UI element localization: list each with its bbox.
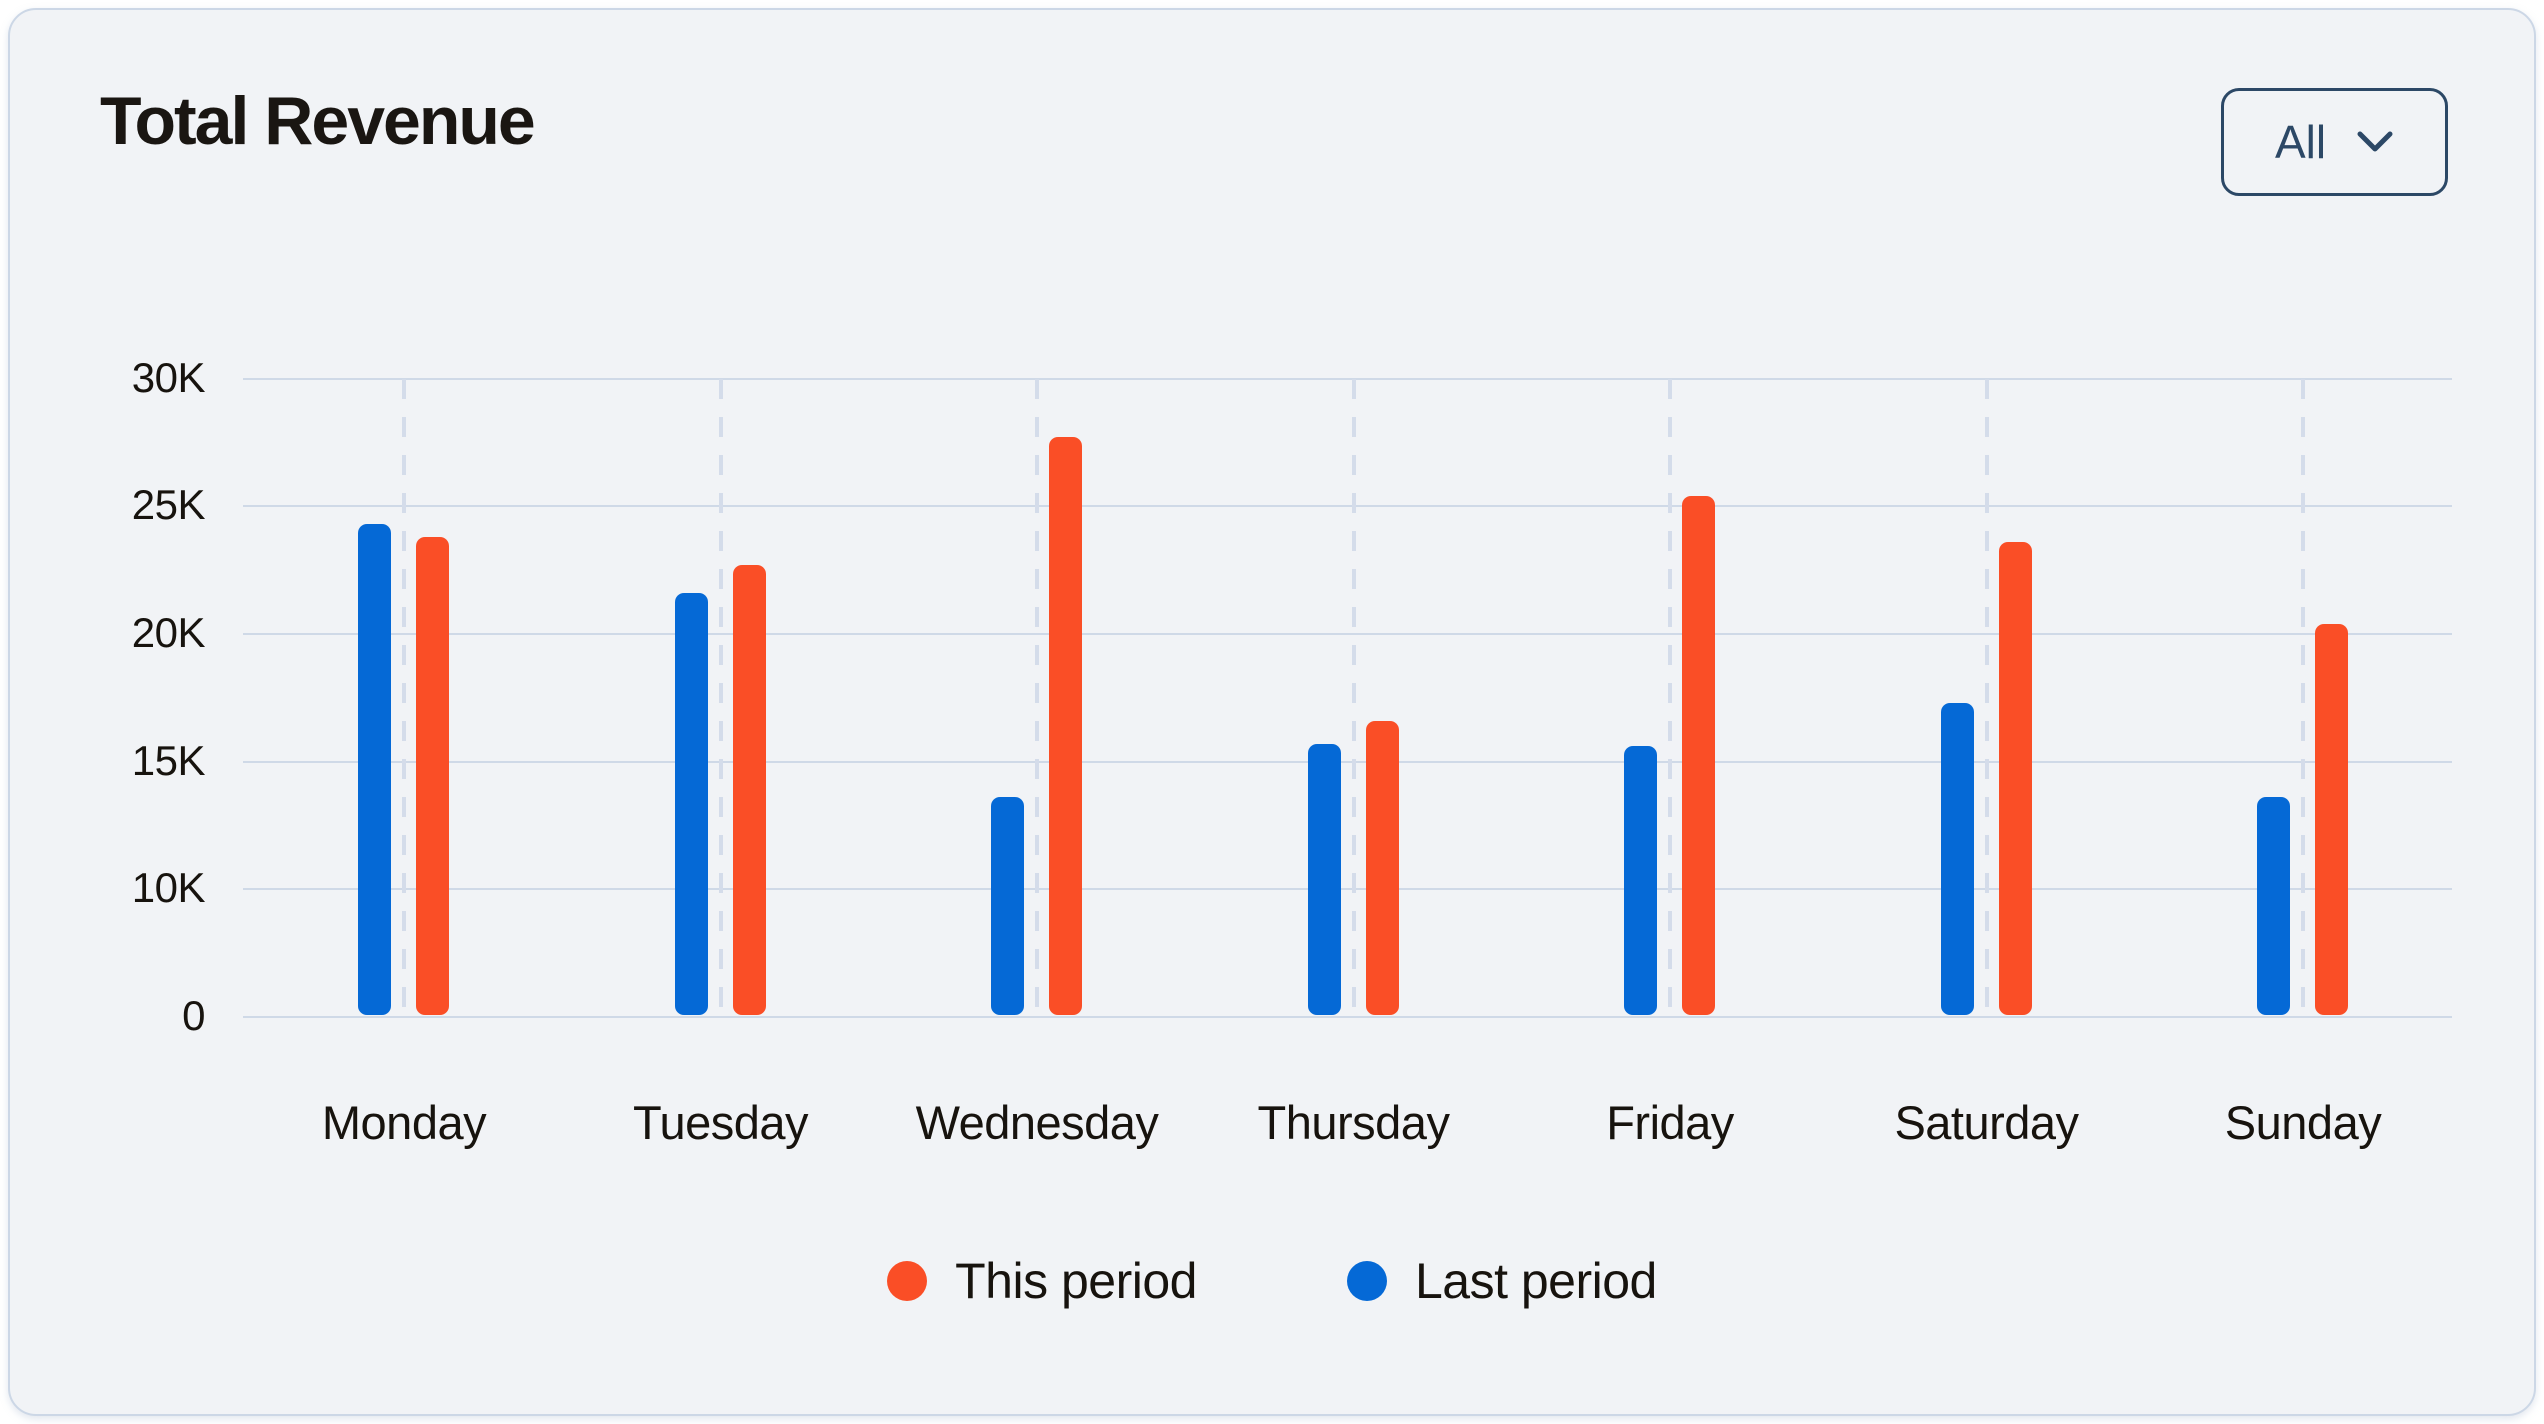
bar-this-period-friday[interactable] [1682,495,1715,1015]
category-dashed-gridline [1668,378,1672,1017]
bar-this-period-monday[interactable] [416,536,449,1015]
y-axis-tick-label: 0 [182,992,205,1039]
period-filter-value: All [2274,116,2327,168]
category-dashed-gridline [718,378,723,1017]
bar-last-period-thursday[interactable] [1307,743,1341,1015]
x-axis-label-thursday: Thursday [1257,1096,1450,1149]
category-dashed-gridline [1984,378,1989,1017]
legend-dot-last-period-icon [1346,1261,1387,1301]
bar-this-period-sunday[interactable] [2315,623,2348,1015]
y-axis-tick-label: 10K [131,864,206,912]
bar-last-period-sunday[interactable] [2257,797,2290,1015]
bar-this-period-saturday[interactable] [1998,541,2032,1015]
bar-last-period-tuesday[interactable] [674,593,708,1015]
bar-this-period-wednesday[interactable] [1049,437,1082,1015]
bar-last-period-wednesday[interactable] [991,797,1024,1015]
chart-legend: This period Last period [0,1252,2544,1310]
legend-dot-this-period-icon [887,1261,928,1301]
legend-label-last-period: Last period [1414,1253,1657,1309]
y-gridline [243,632,2452,635]
y-gridline [243,888,2452,891]
y-axis-tick-label: 15K [131,736,206,784]
x-axis-label-wednesday: Wednesday [915,1096,1159,1149]
chevron-down-icon [2357,131,2393,152]
legend-label-this-period: This period [955,1253,1197,1309]
y-gridline [243,1016,2452,1018]
y-axis-tick-label: 25K [131,481,206,529]
x-axis-label-monday: Monday [321,1096,487,1149]
category-dashed-gridline [1351,378,1356,1017]
x-axis-label-saturday: Saturday [1894,1096,2079,1149]
y-axis-tick-label: 30K [131,353,206,401]
legend-item-last-period[interactable]: Last period [1346,1252,1657,1310]
category-dashed-gridline [402,378,406,1017]
x-axis-label-friday: Friday [1606,1096,1734,1149]
y-axis-tick-label: 20K [131,608,206,656]
y-gridline [243,377,2452,380]
legend-item-this-period[interactable]: This period [887,1252,1197,1310]
x-axis-label-sunday: Sunday [2224,1096,2382,1149]
y-gridline [243,505,2452,508]
period-filter-dropdown[interactable]: All [2221,88,2448,196]
bar-this-period-tuesday[interactable] [732,564,766,1015]
bar-last-period-saturday[interactable] [1940,702,1974,1015]
bar-this-period-thursday[interactable] [1365,720,1399,1015]
bar-last-period-friday[interactable] [1624,746,1657,1015]
category-dashed-gridline [2301,378,2305,1017]
y-gridline [243,760,2452,763]
bar-last-period-monday[interactable] [358,524,391,1015]
page-title: Total Revenue [100,83,536,159]
x-axis-label-tuesday: Tuesday [632,1096,809,1149]
category-dashed-gridline [1035,378,1039,1017]
